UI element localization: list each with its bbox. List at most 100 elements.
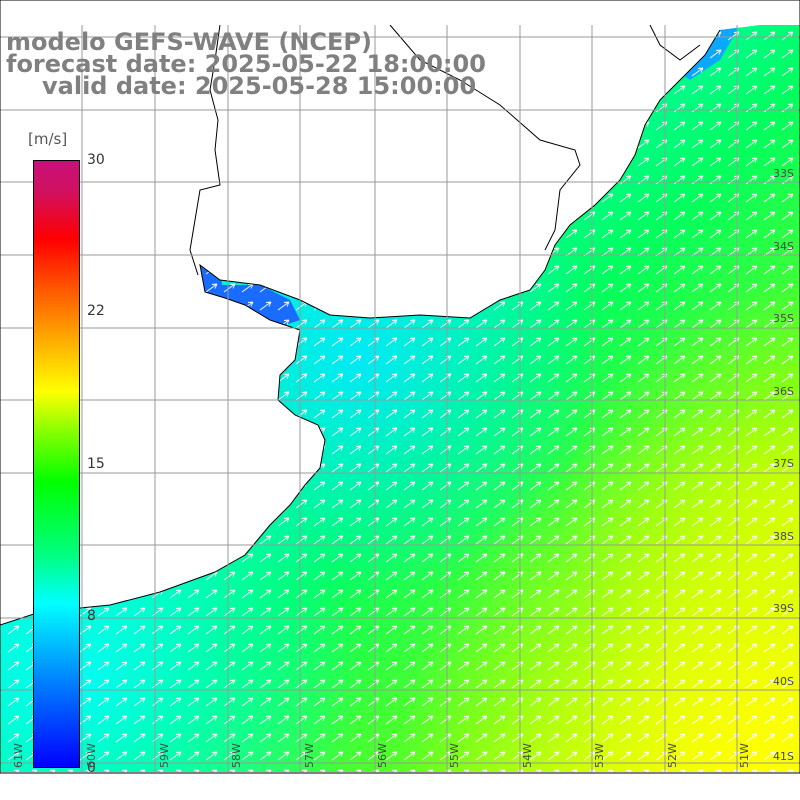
wind-arrow <box>673 697 686 707</box>
lat-label: 38S <box>773 530 794 543</box>
wind-arrow <box>457 337 470 347</box>
wind-arrow <box>745 535 758 545</box>
wind-arrow <box>565 553 578 563</box>
wind-arrow <box>259 715 272 725</box>
wind-arrow <box>421 715 434 725</box>
wind-arrow <box>673 193 686 203</box>
wind-arrow <box>619 175 632 185</box>
wind-arrow <box>493 481 506 491</box>
wind-arrow <box>349 571 362 581</box>
lon-label: 52W <box>666 743 679 768</box>
wind-arrow <box>457 391 470 401</box>
wind-arrow <box>691 103 704 113</box>
wind-arrow <box>673 517 686 527</box>
wind-arrow <box>673 265 686 275</box>
wind-arrow <box>601 661 614 671</box>
wind-arrow <box>565 391 578 401</box>
wind-arrow <box>709 733 722 743</box>
wind-arrow <box>619 589 632 599</box>
wind-arrow <box>295 571 308 581</box>
wind-arrow <box>709 679 722 689</box>
wind-arrow <box>169 697 182 707</box>
wind-arrow <box>97 715 110 725</box>
wind-arrow <box>763 481 776 491</box>
wind-arrow <box>637 571 650 581</box>
wind-arrow <box>709 589 722 599</box>
wind-arrow <box>781 355 794 365</box>
wind-arrow <box>547 373 560 383</box>
wind-arrow <box>547 319 560 329</box>
wind-arrow <box>673 535 686 545</box>
wind-arrow <box>97 625 110 635</box>
wind-arrow <box>349 391 362 401</box>
wind-arrow <box>781 31 794 41</box>
wind-arrow <box>529 409 542 419</box>
wind-arrow <box>403 589 416 599</box>
wind-arrow <box>313 661 326 671</box>
wind-arrow <box>349 697 362 707</box>
wind-arrow <box>745 265 758 275</box>
wind-arrow <box>349 625 362 635</box>
wind-arrow <box>7 733 20 743</box>
wind-arrow <box>313 319 326 329</box>
colorbar-tick: 8 <box>87 608 96 624</box>
colorbar-tick: 15 <box>87 456 105 472</box>
wind-arrow <box>421 733 434 743</box>
wind-arrow <box>331 355 344 365</box>
wind-arrow <box>745 121 758 131</box>
wind-arrow <box>475 499 488 509</box>
forecast-date: forecast date: 2025-05-22 18:00:00 <box>6 50 486 78</box>
wind-arrow <box>493 319 506 329</box>
wind-arrow <box>781 49 794 59</box>
wind-arrow <box>403 409 416 419</box>
wind-arrow <box>97 661 110 671</box>
wind-arrow <box>547 535 560 545</box>
wind-arrow <box>763 625 776 635</box>
wind-arrow <box>547 751 560 761</box>
wind-arrow <box>529 643 542 653</box>
wind-arrow <box>763 535 776 545</box>
wind-arrow <box>763 355 776 365</box>
wind-arrow <box>709 337 722 347</box>
wind-arrow <box>457 679 470 689</box>
wind-arrow <box>745 139 758 149</box>
wind-arrow <box>403 355 416 365</box>
wind-arrow <box>781 661 794 671</box>
wind-arrow <box>601 427 614 437</box>
wind-arrow <box>637 679 650 689</box>
wind-arrow <box>313 391 326 401</box>
wind-arrow <box>745 31 758 41</box>
wind-arrow <box>673 445 686 455</box>
wind-arrow <box>745 211 758 221</box>
wind-arrow <box>331 463 344 473</box>
wind-arrow <box>493 697 506 707</box>
wind-arrow <box>493 733 506 743</box>
wind-arrow <box>619 751 632 761</box>
wind-arrow <box>565 751 578 761</box>
wind-arrow <box>709 625 722 635</box>
wind-arrow <box>619 193 632 203</box>
wind-arrow <box>637 733 650 743</box>
wind-arrow <box>421 589 434 599</box>
wind-arrow <box>619 391 632 401</box>
wind-arrow <box>457 589 470 599</box>
wind-arrow <box>331 373 344 383</box>
wind-arrow <box>349 661 362 671</box>
wind-arrow <box>529 301 542 311</box>
valid-date: valid date: 2025-05-28 15:00:00 <box>42 72 477 100</box>
wind-arrow <box>529 481 542 491</box>
wind-arrow <box>385 697 398 707</box>
wind-arrow <box>565 499 578 509</box>
wind-arrow <box>277 733 290 743</box>
wind-arrow <box>313 733 326 743</box>
wind-arrow <box>709 553 722 563</box>
wind-arrow <box>781 301 794 311</box>
wind-arrow <box>763 409 776 419</box>
wind-arrow <box>781 697 794 707</box>
wind-arrow <box>763 103 776 113</box>
wind-arrow <box>637 589 650 599</box>
model-title: modelo GEFS-WAVE (NCEP) <box>6 28 372 56</box>
wind-arrow <box>349 517 362 527</box>
wind-arrow <box>709 85 722 95</box>
